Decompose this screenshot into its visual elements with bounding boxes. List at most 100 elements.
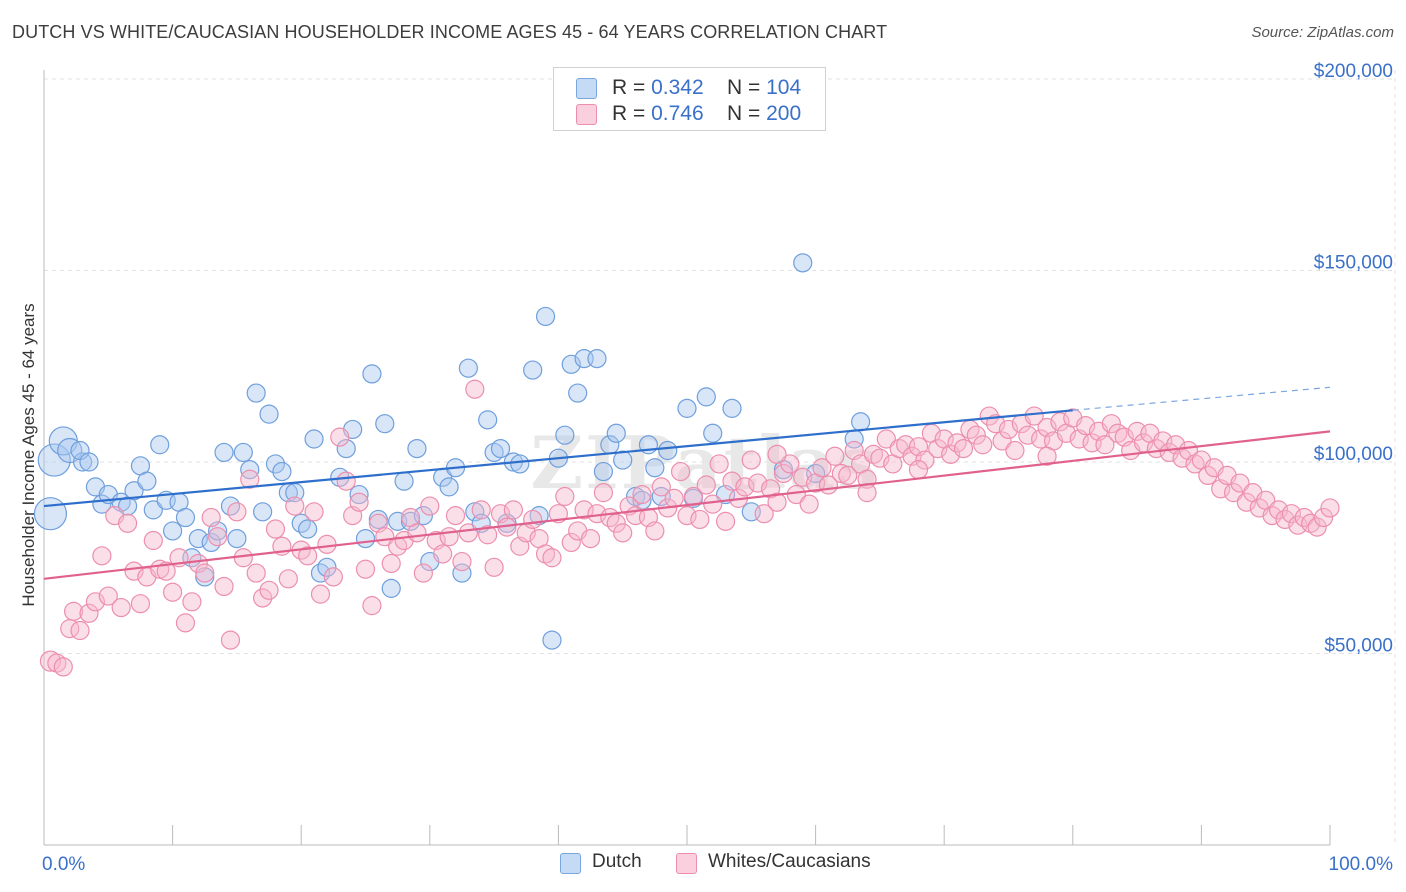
data-point-white [117,513,138,533]
data-point-white [201,507,221,528]
data-point-white [1037,446,1057,466]
data-point-white [825,446,845,466]
data-point-dutch [458,358,478,378]
y-axis-label: Householder Income Ages 45 - 64 years [19,303,38,607]
y-tick-label: $100,000 [1314,444,1393,465]
data-point-dutch [175,507,196,528]
bottom-legend-label-dutch: Dutch [592,851,642,872]
data-point-white [265,519,286,539]
data-point-white [349,492,369,512]
x-tick-label-max: 100.0% [1329,854,1394,875]
axes [43,70,1331,846]
data-point-dutch [265,454,286,474]
data-point-white [227,502,247,522]
data-point-white [1146,438,1166,459]
data-point-white [188,553,208,574]
data-point-dutch [272,461,292,482]
data-point-dutch [703,423,723,443]
data-point-white [767,492,787,512]
series-dutch-points [33,253,871,650]
data-point-white [696,475,716,495]
data-point-dutch [317,557,337,577]
data-point-white [1018,425,1038,445]
data-point-white [1095,435,1115,455]
data-point-white [70,620,90,641]
data-point-white [767,444,787,464]
data-point-dutch [227,528,247,549]
data-point-white [735,477,755,497]
data-point-white [542,548,562,568]
data-point-dutch [568,383,588,403]
data-point-white [111,597,131,618]
data-point-white [465,379,485,399]
data-point-dutch [658,440,678,461]
data-point-dutch [79,452,99,472]
data-point-white [908,460,929,480]
data-point-white [1313,507,1334,528]
data-point-white [799,494,819,514]
data-point-white [523,509,543,530]
legend-r-label: R = [612,102,646,125]
bottom-legend-label-white: Whites/Caucasians [708,851,871,872]
data-point-white [1198,465,1218,486]
data-point-dutch [362,364,382,384]
data-point-white [715,511,736,531]
data-point-white [214,576,234,597]
data-point-white [709,454,729,474]
legend-swatch-white [576,104,597,125]
y-tick-label: $50,000 [1324,636,1393,657]
data-point-dutch [37,443,71,477]
data-point-dutch [253,502,273,522]
x-tick-labels: 0.0% 100.0% [42,854,1393,875]
data-point-white [1005,440,1025,461]
data-point-white [1307,517,1327,537]
data-point-white [773,463,794,484]
data-point-dutch [143,500,163,520]
data-point-dutch [150,435,170,455]
data-point-white [208,527,228,547]
data-point-white [664,488,684,508]
data-point-white [561,532,581,553]
legend-swatch-dutch [576,78,597,99]
data-point-white [1320,498,1340,518]
data-point-dutch [214,442,234,463]
data-point-white [259,580,279,600]
data-point-white [317,534,337,554]
y-tick-label: $150,000 [1314,253,1393,274]
data-point-white [175,613,196,633]
data-point-white [79,603,99,623]
data-point-white [304,502,324,522]
x-tick-label-min: 0.0% [42,854,85,875]
data-point-dutch [163,521,183,541]
data-point-white [651,477,671,497]
data-point-white [645,521,665,541]
data-point-white [703,494,723,514]
data-point-dutch [793,253,813,273]
data-point-white [452,551,472,572]
data-point-white [754,504,774,524]
data-point-white [433,544,453,564]
data-point-white [355,559,376,579]
data-point-dutch [722,398,742,418]
data-point-white [478,525,498,545]
data-point-white [381,553,401,574]
data-point-white [63,601,84,621]
data-point-dutch [439,477,459,497]
legend-r-label: R = [612,76,646,99]
data-point-white [973,435,993,455]
data-point-white [439,527,459,547]
data-point-white [953,438,974,459]
data-point-dutch [72,452,93,472]
data-point-white [195,563,215,583]
data-point-white [253,588,273,608]
data-point-dutch [124,481,144,501]
data-point-white [156,561,176,581]
data-point-white [130,594,151,614]
legend-r-value-white: 0.746 [651,102,704,125]
data-point-dutch [394,471,414,491]
data-point-white [593,483,614,503]
data-point-dutch [246,383,266,403]
legend-n-label: N = [727,76,761,99]
data-point-white [632,484,652,505]
data-point-white [690,509,710,530]
